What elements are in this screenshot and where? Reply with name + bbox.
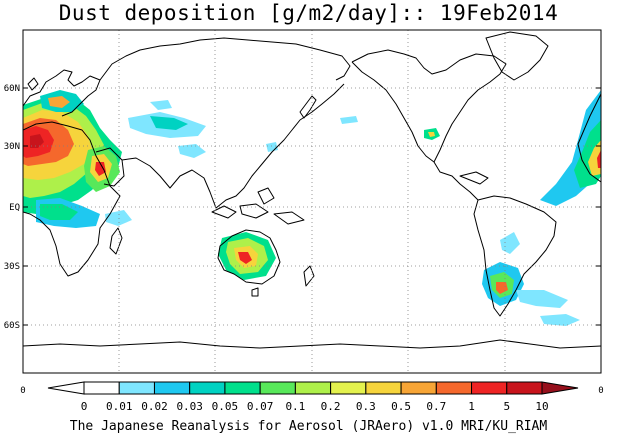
colorbar-swatch xyxy=(83,381,120,395)
colorbar-tick-label: 0.2 xyxy=(321,400,341,413)
colorbar-tick-label: 0.03 xyxy=(176,400,203,413)
colorbar-tick-label: 10 xyxy=(535,400,548,413)
colorbar-swatch xyxy=(471,381,508,395)
colorbar-swatch xyxy=(189,381,226,395)
graticule xyxy=(23,30,601,373)
lat-label-60n: 60N xyxy=(4,84,20,94)
coastlines xyxy=(23,31,601,349)
colorbar-swatch xyxy=(294,381,332,395)
colorbar-tick-label: 1 xyxy=(468,400,475,413)
colorbar xyxy=(47,381,579,395)
colorbar-swatch xyxy=(400,381,437,395)
lon-label-right: 0 xyxy=(598,386,603,396)
colorbar-tick-label: 0.7 xyxy=(426,400,446,413)
colorbar-tick-label: 0.3 xyxy=(356,400,376,413)
lat-label-30s: 30S xyxy=(4,262,20,272)
lon-label-left: 0 xyxy=(20,386,25,396)
colorbar-swatch xyxy=(224,381,261,395)
lat-label-eq: EQ xyxy=(9,203,20,213)
colorbar-tick-label: 0.05 xyxy=(212,400,239,413)
dust-deposition-shading xyxy=(23,90,601,326)
colorbar-swatch xyxy=(259,381,296,395)
footer-credit: The Japanese Reanalysis for Aerosol (JRA… xyxy=(69,419,548,434)
lat-label-30n: 30N xyxy=(4,142,20,152)
colorbar-tick-label: 0.5 xyxy=(391,400,411,413)
colorbar-low-triangle xyxy=(47,381,85,395)
colorbar-tick-label: 0.01 xyxy=(106,400,133,413)
colorbar-tick-label: 0.1 xyxy=(285,400,305,413)
colorbar-labels: 0 0.01 0.02 0.03 0.05 0.07 0.1 0.2 0.3 0.5 0.7 1 5 10 xyxy=(81,400,549,413)
colorbar-swatch xyxy=(118,381,155,395)
colorbar-tick-label: 0 xyxy=(81,400,88,413)
map-frame xyxy=(22,29,602,374)
colorbar-swatch xyxy=(365,381,402,395)
colorbar-swatch xyxy=(506,381,543,395)
colorbar-swatch xyxy=(330,381,367,395)
colorbar-swatch xyxy=(435,381,473,395)
colorbar-tick-label: 0.02 xyxy=(141,400,168,413)
colorbar-tick-label: 5 xyxy=(503,400,510,413)
colorbar-swatch xyxy=(153,381,191,395)
lat-label-60s: 60S xyxy=(4,321,20,331)
colorbar-tick-label: 0.07 xyxy=(247,400,274,413)
map-title: Dust deposition [g/m2/day]:: 19Feb2014 xyxy=(58,1,559,25)
colorbar-high-triangle xyxy=(541,381,579,395)
